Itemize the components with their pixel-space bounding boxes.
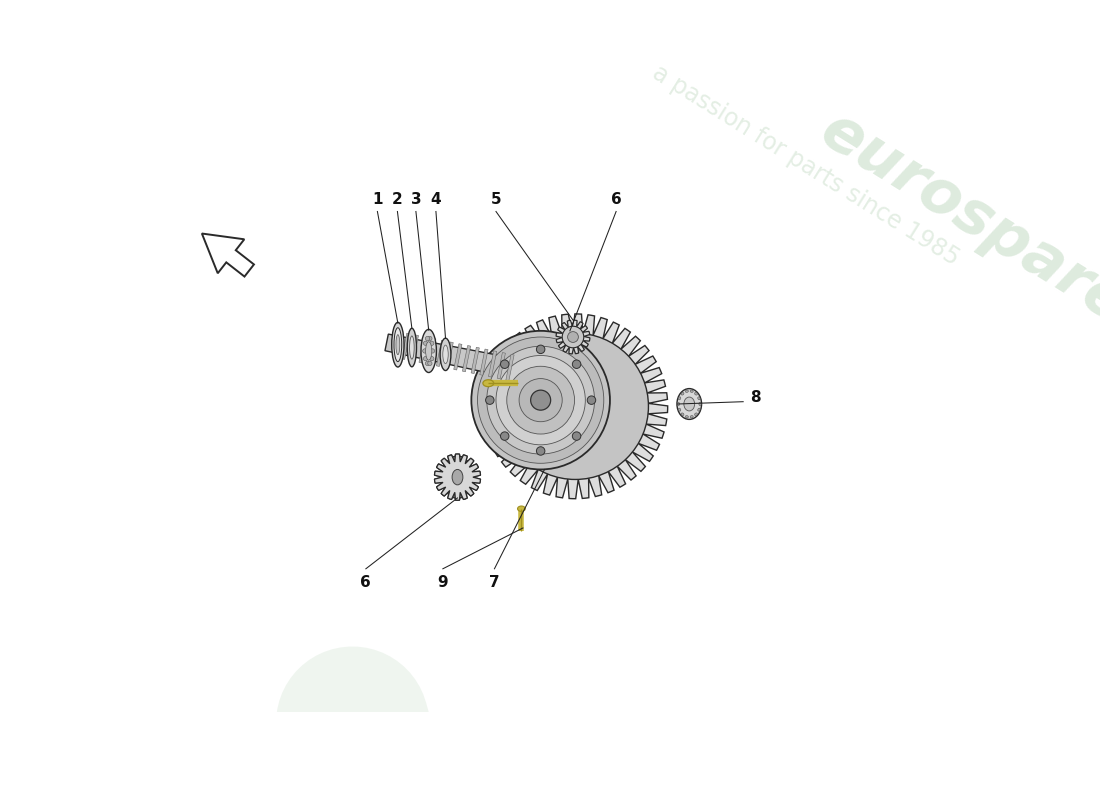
Polygon shape — [483, 314, 668, 498]
Circle shape — [426, 336, 430, 341]
Circle shape — [500, 360, 509, 369]
Ellipse shape — [407, 328, 417, 366]
Circle shape — [507, 366, 574, 434]
Polygon shape — [480, 349, 488, 375]
Circle shape — [472, 331, 609, 470]
Ellipse shape — [518, 506, 526, 511]
Circle shape — [487, 346, 595, 454]
Circle shape — [430, 341, 434, 346]
Ellipse shape — [694, 393, 697, 395]
Polygon shape — [410, 335, 418, 361]
Ellipse shape — [452, 470, 463, 485]
Polygon shape — [402, 333, 410, 359]
Text: 4: 4 — [430, 192, 441, 207]
Circle shape — [430, 349, 434, 353]
Text: 1: 1 — [372, 192, 383, 207]
Ellipse shape — [685, 390, 689, 393]
Polygon shape — [488, 351, 497, 377]
Polygon shape — [557, 320, 590, 354]
Polygon shape — [428, 338, 436, 365]
Ellipse shape — [697, 408, 701, 411]
Circle shape — [530, 390, 551, 410]
Polygon shape — [453, 344, 462, 370]
Circle shape — [496, 355, 585, 445]
Circle shape — [424, 357, 428, 361]
Ellipse shape — [681, 413, 684, 415]
Ellipse shape — [392, 322, 404, 367]
Ellipse shape — [697, 397, 701, 400]
Ellipse shape — [426, 342, 432, 360]
Ellipse shape — [698, 402, 701, 406]
Ellipse shape — [678, 402, 680, 406]
Circle shape — [422, 349, 427, 353]
Text: 9: 9 — [438, 575, 448, 590]
Circle shape — [428, 336, 432, 341]
Circle shape — [424, 341, 428, 346]
Ellipse shape — [690, 390, 693, 393]
Ellipse shape — [394, 328, 402, 362]
Polygon shape — [471, 347, 480, 374]
Polygon shape — [497, 353, 505, 379]
Ellipse shape — [443, 345, 448, 364]
Circle shape — [477, 337, 604, 463]
Circle shape — [426, 362, 430, 366]
Circle shape — [537, 345, 544, 354]
Ellipse shape — [685, 415, 689, 418]
Ellipse shape — [442, 456, 473, 498]
Circle shape — [485, 396, 494, 404]
Circle shape — [428, 362, 432, 366]
Circle shape — [572, 360, 581, 369]
Circle shape — [537, 446, 544, 455]
Polygon shape — [419, 337, 427, 363]
Circle shape — [500, 432, 509, 440]
Polygon shape — [385, 334, 529, 381]
Circle shape — [502, 333, 648, 479]
Polygon shape — [434, 454, 481, 500]
Ellipse shape — [396, 334, 399, 354]
Ellipse shape — [440, 338, 451, 370]
Ellipse shape — [690, 415, 693, 418]
Ellipse shape — [694, 413, 697, 415]
Ellipse shape — [421, 330, 437, 373]
Polygon shape — [434, 454, 481, 500]
Polygon shape — [462, 346, 471, 372]
Text: 7: 7 — [490, 575, 499, 590]
Text: 8: 8 — [750, 390, 761, 406]
Ellipse shape — [679, 408, 681, 411]
Text: 5: 5 — [491, 192, 502, 207]
Ellipse shape — [409, 336, 415, 359]
Text: 6: 6 — [361, 575, 371, 590]
Polygon shape — [437, 340, 444, 366]
Ellipse shape — [684, 397, 695, 411]
Ellipse shape — [676, 389, 702, 419]
Text: 2: 2 — [392, 192, 403, 207]
Polygon shape — [506, 354, 514, 381]
Text: eurospares: eurospares — [810, 101, 1100, 355]
Text: 6: 6 — [610, 192, 621, 207]
Circle shape — [572, 432, 581, 440]
Circle shape — [568, 332, 579, 342]
Circle shape — [587, 396, 596, 404]
Ellipse shape — [681, 393, 684, 395]
Circle shape — [519, 378, 562, 422]
Ellipse shape — [679, 397, 681, 400]
Text: a passion for parts since 1985: a passion for parts since 1985 — [649, 61, 964, 270]
Circle shape — [562, 326, 584, 348]
Circle shape — [430, 357, 434, 361]
Ellipse shape — [483, 380, 494, 386]
Polygon shape — [446, 342, 453, 368]
Text: 3: 3 — [410, 192, 421, 207]
Polygon shape — [202, 234, 254, 277]
